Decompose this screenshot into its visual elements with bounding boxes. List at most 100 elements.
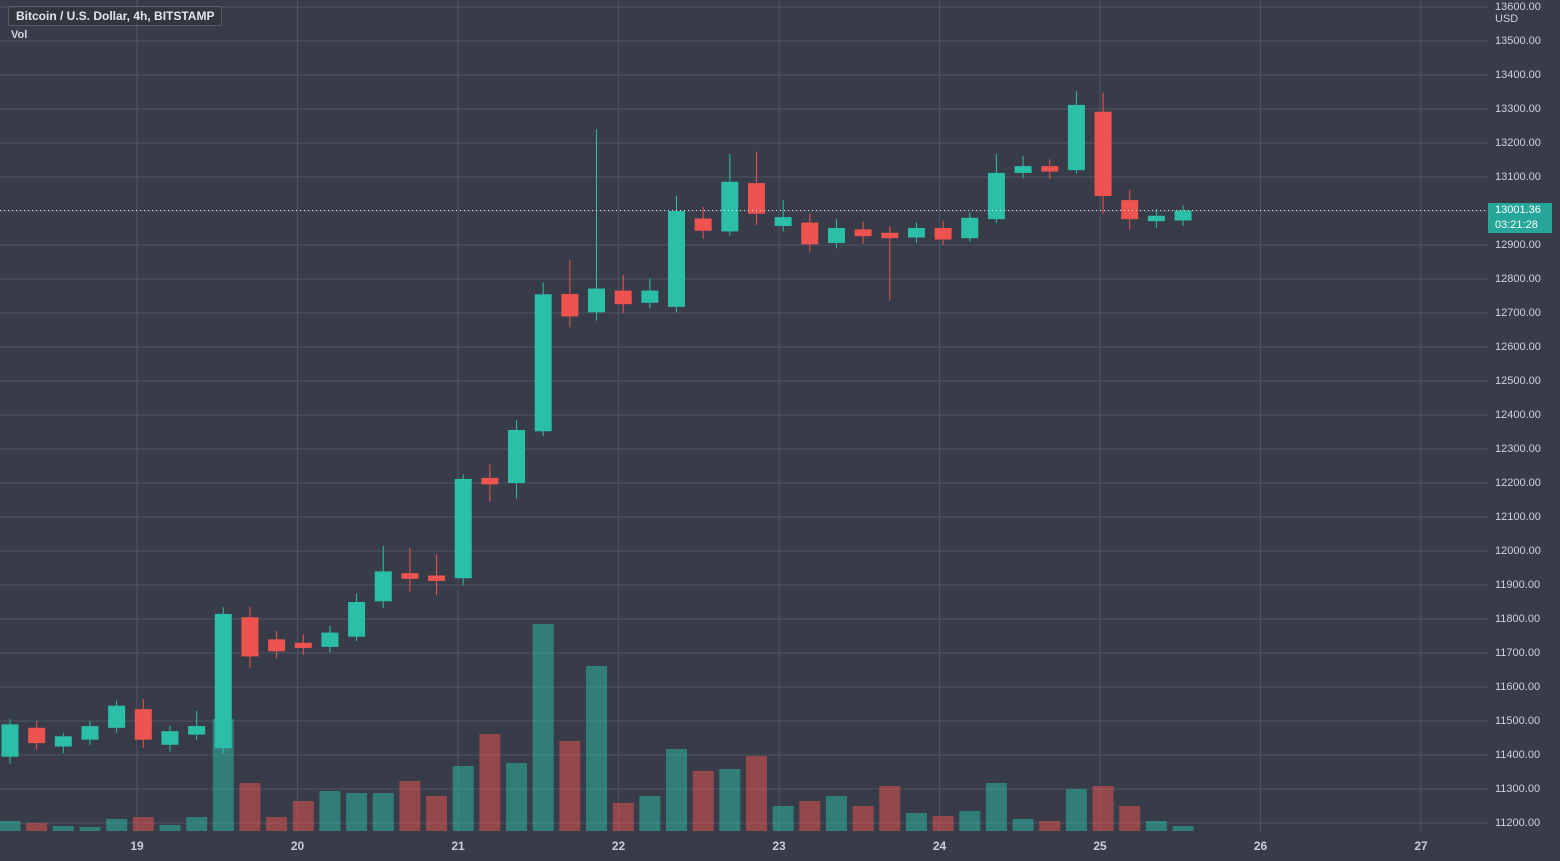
candle-body-up — [54, 736, 72, 747]
candle-body-down — [1094, 111, 1112, 197]
volume-bar — [239, 783, 261, 831]
candle-body-up — [108, 705, 126, 728]
candle-body-down — [268, 639, 286, 652]
price-tick-label: 13100.00 — [1495, 171, 1541, 183]
volume-bar — [959, 811, 981, 831]
candle-body-down — [801, 222, 819, 245]
candle-body-down — [401, 573, 419, 579]
time-axis[interactable]: 19 20 21 22 23 24 25 26 27 — [0, 832, 1488, 861]
volume-bar — [719, 769, 741, 831]
volume-bar — [26, 823, 48, 831]
price-tick-label: 12800.00 — [1495, 273, 1541, 285]
volume-bar — [106, 819, 128, 831]
price-tick-label: 12200.00 — [1495, 477, 1541, 489]
price-axis[interactable]: 13001.36 03:21:28 13600.00 USD 13500.00 134… — [1488, 0, 1560, 832]
volume-bar — [559, 741, 581, 831]
volume-bar — [0, 821, 21, 831]
candle-body-up — [188, 726, 206, 735]
candle-body-up — [1, 724, 19, 757]
volume-bar — [1119, 806, 1141, 831]
volume-bar — [159, 825, 181, 831]
candle-body-down — [241, 617, 259, 657]
volume-bar — [932, 816, 954, 831]
volume-bar — [1145, 821, 1167, 831]
candle-body-down — [1121, 200, 1139, 220]
volume-bar — [799, 801, 821, 831]
price-tick-label: 13600.00 — [1495, 1, 1541, 13]
candlestick-chart[interactable] — [0, 0, 1488, 832]
price-tick-label: 12100.00 — [1495, 511, 1541, 523]
price-tick-label: 11200.00 — [1495, 817, 1541, 829]
candle-body-up — [1067, 104, 1085, 171]
candle-body-up — [1174, 210, 1192, 221]
candle-body-up — [774, 217, 792, 226]
price-tick-label: 11700.00 — [1495, 647, 1541, 659]
candle-body-up — [907, 228, 925, 238]
price-tick-label: 12000.00 — [1495, 545, 1541, 557]
candle-body-up — [961, 217, 979, 239]
volume-bar — [985, 783, 1007, 831]
volume-bar — [666, 749, 687, 831]
candle-body-up — [348, 602, 366, 637]
volume-bar — [426, 796, 448, 831]
candle-body-up — [827, 228, 845, 243]
symbol-legend: Bitcoin / U.S. Dollar, 4h, BITSTAMP Vol — [8, 6, 223, 41]
volume-bar — [745, 756, 767, 831]
time-tick-label: 20 — [290, 839, 305, 853]
time-tick-label: 24 — [932, 839, 947, 853]
volume-indicator-label[interactable]: Vol — [11, 29, 28, 41]
candle-body-up — [1147, 215, 1165, 222]
candle-body-up — [454, 478, 472, 579]
price-tick-label: 13500.00 — [1495, 35, 1541, 47]
volume-bar — [612, 803, 634, 831]
volume-bar — [692, 771, 714, 831]
volume-bar — [52, 826, 74, 831]
price-tick-label: 12700.00 — [1495, 307, 1541, 319]
volume-bar — [452, 766, 474, 831]
volume-bar — [879, 786, 901, 831]
countdown-badge: 03:21:28 — [1488, 218, 1552, 234]
candle-body-up — [374, 571, 392, 602]
volume-bar — [1065, 789, 1087, 831]
volume-bar — [532, 624, 554, 831]
volume-bar — [852, 806, 874, 831]
volume-bar — [186, 817, 208, 831]
candle-body-up — [534, 294, 552, 432]
candle-body-down — [294, 642, 312, 648]
price-tick-label: 13300.00 — [1495, 103, 1541, 115]
candle-body-down — [28, 727, 46, 744]
time-tick-label: 21 — [451, 839, 465, 853]
candle-body-up — [508, 429, 526, 483]
volume-bar — [506, 763, 528, 831]
price-tick-label: 11900.00 — [1495, 579, 1541, 591]
volume-bar — [479, 734, 501, 831]
price-tick-label: 12500.00 — [1495, 375, 1541, 387]
time-tick-label: 25 — [1093, 839, 1107, 853]
volume-bar — [372, 793, 394, 831]
volume-bar — [319, 791, 341, 831]
symbol-title[interactable]: Bitcoin / U.S. Dollar, 4h, BITSTAMP — [8, 6, 223, 26]
candle-body-up — [668, 211, 685, 307]
volume-bar — [825, 796, 847, 831]
price-tick-label: 12400.00 — [1495, 409, 1541, 421]
volume-bar — [586, 666, 608, 831]
candle-body-up — [321, 632, 339, 647]
volume-bar — [266, 817, 288, 831]
time-tick-label: 22 — [611, 839, 626, 853]
price-tick-label: 11300.00 — [1495, 783, 1541, 795]
candle-body-up — [81, 726, 99, 740]
candle-body-down — [561, 293, 579, 317]
volume-bar — [346, 793, 368, 831]
candle-body-up — [1014, 166, 1032, 173]
volume-bar — [79, 827, 101, 831]
candle-body-down — [881, 232, 899, 239]
candle-body-down — [134, 709, 152, 740]
candle-body-down — [694, 218, 712, 231]
candle-body-up — [588, 288, 606, 313]
candle-body-up — [721, 181, 739, 232]
candle-body-up — [641, 290, 659, 303]
price-tick-label: 13200.00 — [1495, 137, 1541, 149]
current-price-badge: 13001.36 — [1488, 203, 1552, 219]
volume-bar — [1012, 819, 1034, 831]
